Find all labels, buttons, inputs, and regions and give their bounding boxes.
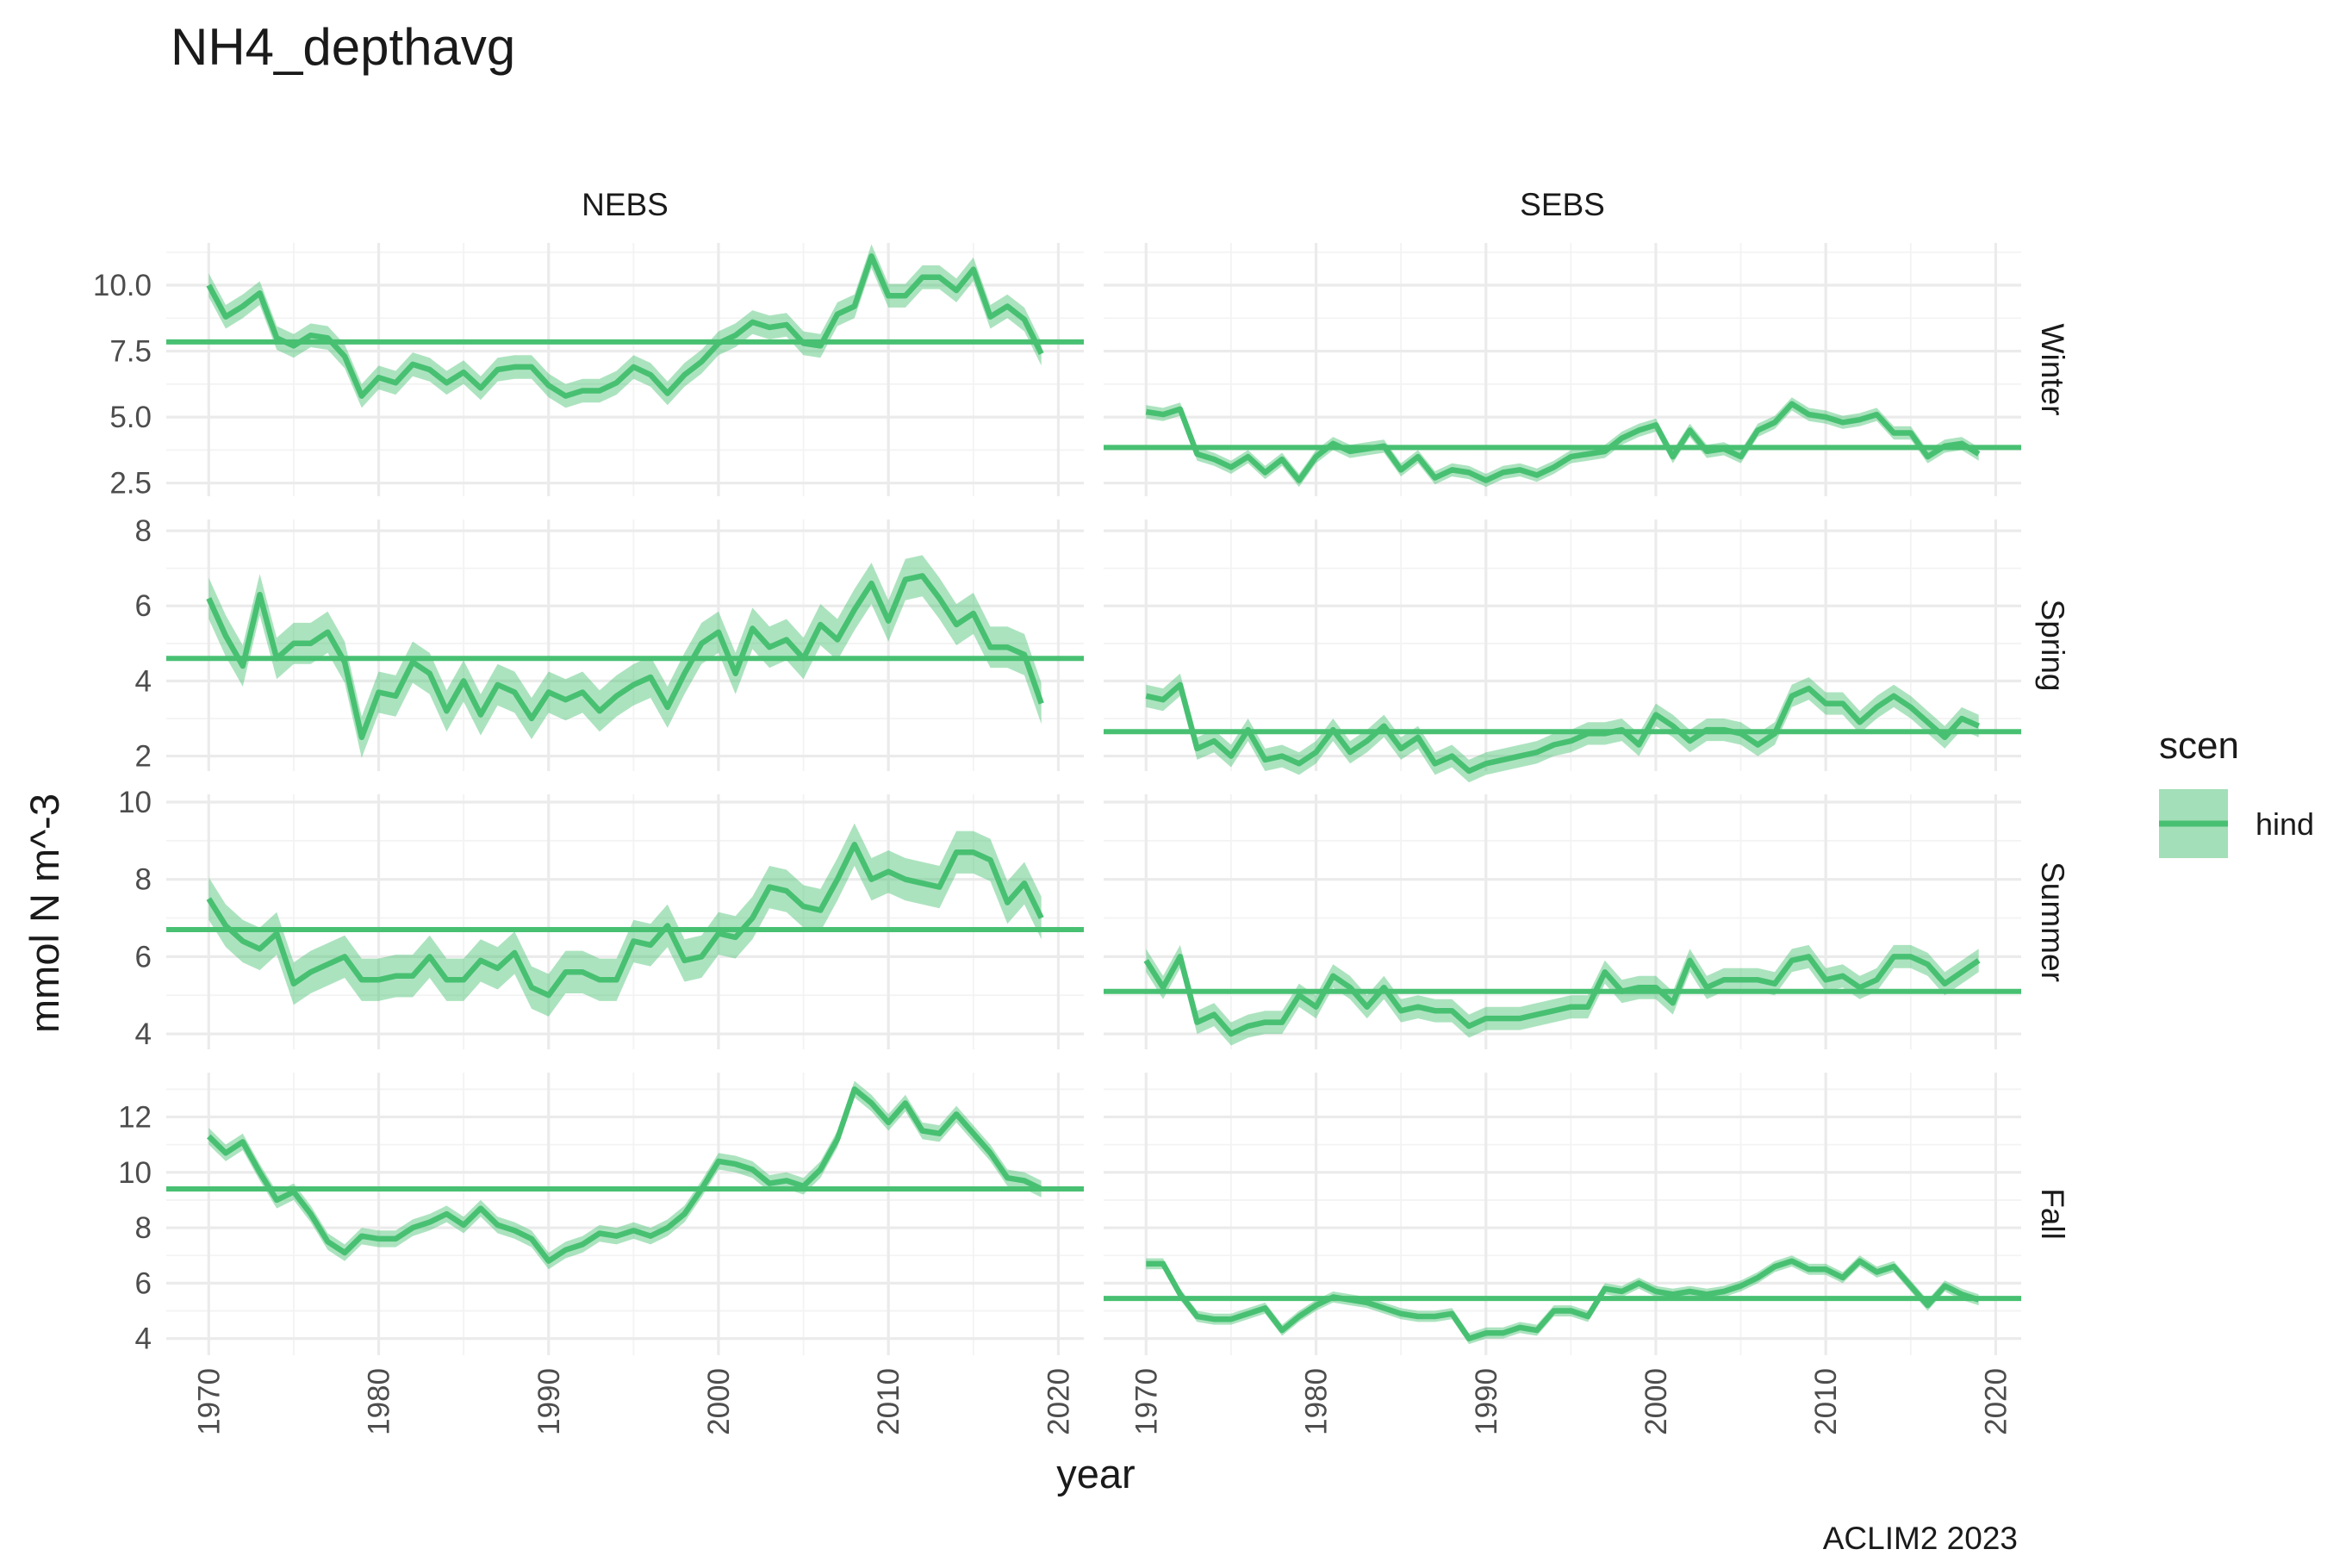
series-line-hind-sebs-spring [1145, 681, 1981, 775]
y-tick-label: 2 [135, 740, 152, 774]
x-tick-label: 1970 [1129, 1368, 1163, 1435]
panel-sebs-spring [1104, 520, 2021, 783]
y-tick-label: 6 [135, 1266, 152, 1300]
chart-caption: ACLIM2 2023 [1823, 1521, 2018, 1556]
y-axis-label: mmol N m^-3 [22, 793, 67, 1033]
facet-panels [166, 243, 2021, 1355]
facet-strip-fall: Fall [2035, 1188, 2070, 1240]
panel-nebs-spring [166, 520, 1084, 771]
panel-sebs-winter [1104, 243, 2021, 496]
facet-strip-spring: Spring [2035, 600, 2070, 692]
y-tick-label: 4 [135, 664, 152, 698]
facet-strip-sebs: SEBS [1520, 187, 1605, 222]
y-tick-label: 10.0 [93, 269, 152, 302]
series-line-hind-sebs-winter [1145, 401, 1981, 483]
x-tick-label: 1990 [1470, 1368, 1503, 1435]
legend-title: scen [2159, 725, 2239, 767]
x-tick-label: 1980 [363, 1368, 396, 1435]
y-tick-label: 2.5 [109, 467, 152, 501]
x-tick-label: 2000 [702, 1368, 736, 1435]
panel-sebs-fall [1104, 1073, 2021, 1355]
series-band-hind-nebs-summer [208, 823, 1042, 1017]
y-tick-label: 4 [135, 1322, 152, 1356]
x-tick-label: 1970 [192, 1368, 226, 1435]
series-band-hind-nebs-fall [208, 1080, 1042, 1270]
series-band-hind-sebs-winter [1146, 397, 1979, 488]
y-tick-label: 6 [135, 589, 152, 623]
x-axis-label: year [1056, 1451, 1135, 1496]
panel-nebs-summer [166, 794, 1084, 1049]
x-tick-label: 2000 [1640, 1368, 1673, 1435]
series-band-hind-nebs-winter [208, 244, 1042, 408]
axes: 2.5 5.0 7.5 10.0 2 4 6 8 4 6 8 10 4 6 8 10 12 1970 1980 199… [93, 269, 2013, 1435]
y-tick-label: 8 [135, 514, 152, 548]
y-tick-label: 8 [135, 863, 152, 897]
x-tick-label: 2010 [872, 1368, 905, 1435]
y-tick-label: 10 [118, 1156, 152, 1190]
series-line-hind-nebs-fall [207, 1086, 1043, 1264]
facet-strip-winter: Winter [2035, 324, 2070, 416]
facet-strip-summer: Summer [2035, 862, 2070, 982]
series-line-hind-nebs-summer [206, 842, 1044, 999]
series-band-hind-sebs-fall [1146, 1255, 1979, 1345]
y-tick-label: 12 [118, 1100, 152, 1134]
x-tick-label: 2010 [1809, 1368, 1843, 1435]
panel-nebs-winter [166, 243, 1084, 496]
x-tick-label: 2020 [1042, 1368, 1075, 1435]
y-tick-label: 8 [135, 1211, 152, 1245]
y-tick-label: 7.5 [109, 335, 152, 369]
facet-strip-nebs: NEBS [582, 187, 669, 222]
x-tick-label: 1980 [1300, 1368, 1334, 1435]
x-tick-label: 1990 [532, 1368, 566, 1435]
chart-title: NH4_depthavg [171, 18, 515, 76]
series-line-hind-nebs-winter [206, 253, 1044, 399]
legend: scen hind [2159, 725, 2314, 858]
y-tick-label: 6 [135, 940, 152, 974]
x-tick-label: 2020 [1979, 1368, 2013, 1435]
panel-sebs-summer [1104, 794, 2021, 1049]
series-line-hind-nebs-spring [206, 573, 1044, 741]
y-tick-label: 4 [135, 1017, 152, 1051]
panel-nebs-fall [166, 1073, 1084, 1355]
facet-strips: Winter Spring Summer Fall NEBS SEBS [582, 187, 2070, 1240]
legend-item-hind: hind [2256, 806, 2314, 842]
y-tick-label: 5.0 [109, 401, 152, 434]
series-line-hind-sebs-fall [1146, 1258, 1980, 1341]
series-line-hind-sebs-summer [1143, 954, 1981, 1037]
series-band-hind-sebs-spring [1146, 673, 1979, 783]
y-tick-label: 10 [118, 786, 152, 819]
